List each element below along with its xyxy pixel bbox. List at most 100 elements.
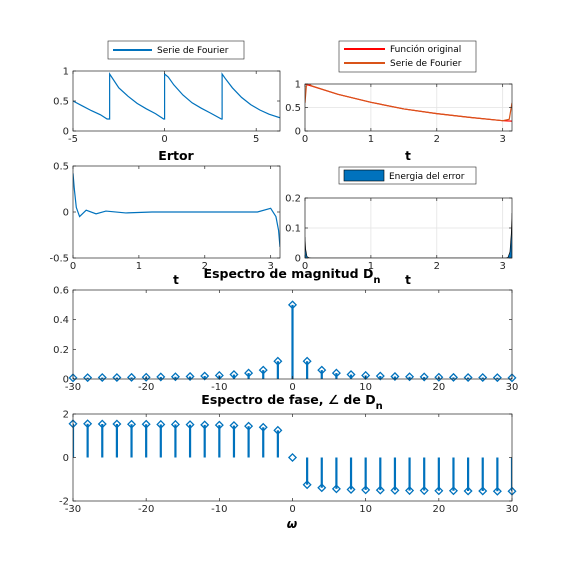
ax6-xtick-label-0: -30 xyxy=(65,504,81,515)
axes-original-vs-fourier: 0 1 2 3 0 0.5 1 xyxy=(285,80,513,145)
ax6-marker-21 xyxy=(375,485,385,495)
ax4-xtick-label-3: 3 xyxy=(499,261,505,272)
ax5-marker-11 xyxy=(229,370,239,380)
ax2-xlabel: t xyxy=(405,149,411,163)
ax6-marker-27 xyxy=(463,486,473,496)
ax3-series-0-line xyxy=(73,173,280,248)
ax5-marker-13 xyxy=(258,365,268,375)
ax3-xtick-label-0: 0 xyxy=(70,261,76,272)
axes-error: 0 1 2 3-0.500.5 xyxy=(49,162,281,272)
ax1-xtick-label-0: -5 xyxy=(68,134,78,145)
ax6-marker-28 xyxy=(478,486,488,496)
ax4-xtick-label-0: 0 xyxy=(302,261,308,272)
ax2-ytick-label-0: 0 xyxy=(295,127,301,138)
ax3-ytick-label-0: -0.5 xyxy=(49,254,69,265)
ax5-marker-26 xyxy=(448,372,458,382)
legend-ax4-swatch xyxy=(343,169,385,182)
ax4-ytick-label-0: 0 xyxy=(295,254,301,265)
ax6-marker-24 xyxy=(419,486,429,496)
ax4-xlabel: t xyxy=(405,273,411,287)
ax3-xtick-label-1: 1 xyxy=(136,261,142,272)
ax5-xtick-label-5: 20 xyxy=(432,382,445,393)
ax2-xtick-label-1: 1 xyxy=(368,134,374,145)
ax2-xtick-label-0: 0 xyxy=(302,134,308,145)
ax5-marker-30 xyxy=(507,373,517,383)
ax5-marker-6 xyxy=(156,372,166,382)
ax5-marker-29 xyxy=(492,373,502,383)
legend-ax1: Serie de Fourier xyxy=(107,40,245,60)
ax6-marker-16 xyxy=(302,480,312,490)
ax6-marker-18 xyxy=(331,484,341,494)
ax5-marker-1 xyxy=(83,373,93,383)
ax1-series-0-line xyxy=(73,72,280,120)
ax2-ytick-label-2: 1 xyxy=(295,80,301,91)
ax6-xtick-label-6: 30 xyxy=(506,504,519,515)
ax6-xlabel: ω xyxy=(287,517,298,531)
ax6-marker-9 xyxy=(200,420,210,430)
ax6-marker-25 xyxy=(434,486,444,496)
phase-title-sub: n xyxy=(376,401,383,412)
ax5-marker-12 xyxy=(244,368,254,378)
ax6-marker-11 xyxy=(229,421,239,431)
ax1-plot-area xyxy=(73,71,280,131)
ax6-marker-22 xyxy=(390,485,400,495)
ax4-ytick-label-2: 0.2 xyxy=(285,194,301,205)
ax2-xtick-label-3: 3 xyxy=(499,134,505,145)
ax5-marker-25 xyxy=(434,372,444,382)
ax1-ytick-label-0: 0 xyxy=(63,127,69,138)
ax3-ytick-label-2: 0.5 xyxy=(53,162,69,173)
ax5-marker-23 xyxy=(405,372,415,382)
ax6-marker-10 xyxy=(214,420,224,430)
ax5-ytick-label-1: 0.2 xyxy=(53,345,69,356)
ax6-xtick-label-1: -20 xyxy=(138,504,154,515)
ax5-marker-21 xyxy=(375,371,385,381)
ax5-xtick-label-0: -30 xyxy=(65,382,81,393)
ax5-marker-9 xyxy=(200,371,210,381)
ax6-marker-19 xyxy=(346,484,356,494)
ax5-marker-4 xyxy=(127,372,137,382)
ax1-xtick-label-1: 0 xyxy=(161,134,167,145)
ax6-marker-23 xyxy=(405,486,415,496)
ax5-marker-24 xyxy=(419,372,429,382)
ax5-marker-2 xyxy=(97,372,107,383)
axes-error-energy: 0 1 2 3 0 0.1 0.2 xyxy=(285,194,513,272)
ax3-xlabel: t xyxy=(173,273,179,287)
ax3-ytick-label-1: 0 xyxy=(63,208,69,219)
ax6-xtick-label-5: 20 xyxy=(432,504,445,515)
ax6-xtick-label-2: -10 xyxy=(211,504,227,515)
ax6-plot-area xyxy=(73,414,512,501)
ax6-marker-4 xyxy=(127,419,137,429)
ax5-marker-16 xyxy=(302,356,312,366)
ax6-ytick-label-1: 0 xyxy=(63,453,69,464)
ax6-marker-14 xyxy=(273,425,283,435)
ax4-series-0-area xyxy=(305,212,512,258)
legend-ax4-label: Energia del error xyxy=(389,172,465,182)
ax5-xtick-label-1: -20 xyxy=(138,382,154,393)
ax6-ytick-label-2: 2 xyxy=(63,410,69,421)
legend-ax2-label-0: Función original xyxy=(390,44,461,55)
ax6-marker-12 xyxy=(244,421,254,431)
ax6-marker-8 xyxy=(185,420,195,430)
ax1-xtick-label-2: 5 xyxy=(253,134,259,145)
legend-ax2: Función original Serie de Fourier xyxy=(338,40,477,73)
ax6-marker-15 xyxy=(287,452,298,463)
ax5-marker-0 xyxy=(68,373,78,383)
magnitude-title-sub: n xyxy=(373,275,380,286)
axes-fourier-series-periodic: -5 0 500.51 xyxy=(53,67,281,145)
ax5-marker-27 xyxy=(463,372,473,383)
ax3-xtick-label-2: 2 xyxy=(202,261,208,272)
ax5-marker-7 xyxy=(170,372,180,382)
ax6-xtick-label-3: 0 xyxy=(289,504,295,515)
ax1-ytick-label-2: 1 xyxy=(63,67,69,78)
ax5-marker-14 xyxy=(273,356,283,366)
ax5-marker-3 xyxy=(112,372,122,383)
ax6-marker-17 xyxy=(317,483,327,493)
ax5-xtick-label-3: 0 xyxy=(289,382,295,393)
ax5-ytick-label-3: 0.6 xyxy=(53,286,69,297)
ax5-ytick-label-0: 0 xyxy=(63,375,69,386)
ax5-marker-18 xyxy=(331,368,341,378)
ax2-ytick-label-1: 0.5 xyxy=(285,103,301,114)
axes-magnitude-spectrum: -30 -20 -10 0 10 20 30 0 0.2 0.4 0.6 xyxy=(53,286,518,394)
error-title: Ertor xyxy=(158,148,194,163)
